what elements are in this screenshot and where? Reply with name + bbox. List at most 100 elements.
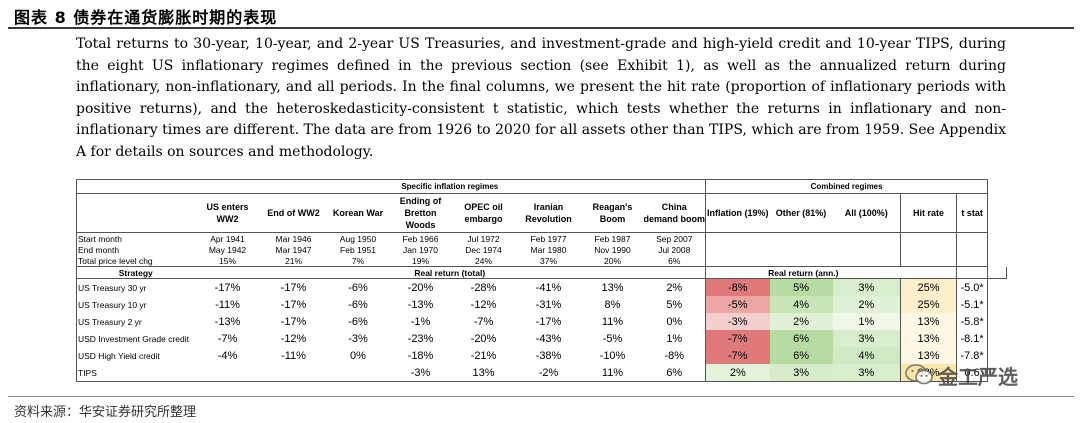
regime-value: -20%: [470, 332, 497, 345]
empty-cell: [900, 255, 957, 267]
meta-value: 24%: [451, 255, 516, 267]
source-rule: [8, 396, 1074, 397]
t-stat-value: -5.8*: [956, 313, 989, 330]
regime-value: 13%: [601, 281, 624, 294]
regime-value: -43%: [535, 332, 562, 345]
regime-value: -20%: [407, 281, 434, 294]
regime-value: -7%: [217, 332, 238, 345]
group-specific-header: Specific inflation regimes: [194, 179, 706, 194]
meta-value: Jan 1970: [403, 244, 438, 255]
meta-value: May 1942: [208, 244, 247, 255]
meta-row: End month May 1942 Mar 1947 Feb 1951 Jan 197…: [76, 244, 1007, 255]
inflation-value: 2%: [705, 364, 770, 382]
meta-value: Mar 1946: [260, 232, 327, 244]
regime-value: -8%: [664, 349, 685, 362]
other-value: 6%: [769, 330, 833, 347]
inflation-value: -7%: [705, 330, 770, 347]
meta-label: End month: [76, 244, 195, 255]
regime-value: -18%: [407, 349, 434, 362]
all-value: 4%: [832, 347, 901, 364]
regime-header: US enters WW2: [206, 202, 249, 224]
meta-value: 7%: [326, 255, 390, 267]
empty-cell: [705, 232, 770, 244]
inflation-value: -3%: [705, 313, 770, 330]
regime-value: -10%: [599, 349, 626, 362]
title-rule: [8, 27, 1074, 29]
meta-row: Total price level chg 15% 21% 7% 19% 24% 37% 20…: [76, 255, 1007, 267]
group-combined-header: Combined regimes: [705, 179, 989, 194]
hit-rate-value: 25%: [900, 278, 957, 296]
regime-value: -17%: [535, 315, 562, 328]
meta-label: Total price level chg: [76, 255, 195, 267]
regime-value: -17%: [280, 315, 307, 328]
regime-value: [326, 364, 390, 382]
other-value: 2%: [769, 313, 833, 330]
group-header-row: Specific inflation regimes Combined regi…: [76, 179, 1007, 194]
meta-value: Aug 1950: [326, 232, 390, 244]
figure-title: 图表 8 债券在通货膨胀时期的表现: [14, 8, 278, 27]
meta-value: 21%: [260, 255, 327, 267]
meta-value: Dec 1974: [465, 244, 502, 255]
regime-header: Ending of Bretton Woods: [399, 196, 442, 230]
regime-value: 0%: [350, 349, 366, 362]
empty-cell: [770, 244, 833, 255]
real-return-ann-label: Real return (ann.): [705, 266, 901, 279]
combined-header: t stat: [956, 193, 989, 233]
regime-value: -6%: [348, 315, 368, 328]
regime-value: 11%: [601, 315, 624, 328]
regime-value: -11%: [215, 298, 240, 311]
regime-value: -13%: [407, 298, 434, 311]
empty-cell: [832, 255, 901, 267]
hit-rate-value: 13%: [900, 347, 957, 364]
empty-cell: [769, 232, 833, 244]
wechat-icon: [905, 364, 933, 385]
regime-value: -17%: [214, 281, 241, 294]
regime-value: -38%: [535, 349, 562, 362]
empty-cell: [900, 244, 957, 255]
all-value: 3%: [832, 364, 901, 382]
regime-value: -31%: [535, 298, 562, 311]
empty-cell: [956, 232, 989, 244]
inflation-value: -5%: [705, 296, 770, 313]
empty-cell: [705, 244, 770, 255]
combined-header: Inflation (19%): [705, 193, 770, 233]
hit-rate-value: 25%: [900, 296, 957, 313]
combined-header: Hit rate: [900, 193, 957, 233]
bond-performance-table: Specific inflation regimes Combined regi…: [76, 179, 1007, 382]
regime-value: -4%: [217, 349, 238, 362]
inflation-value: -7%: [705, 347, 770, 364]
regime-value: -7%: [473, 315, 494, 328]
meta-value: Jul 1972: [451, 232, 516, 244]
meta-value: Nov 1990: [594, 244, 631, 255]
inflation-value: -8%: [705, 278, 770, 296]
t-stat-value: -7.8*: [956, 347, 989, 364]
header-blank: [76, 193, 195, 233]
regime-value: 5%: [666, 298, 683, 311]
meta-value: Mar 1947: [275, 244, 312, 255]
meta-value: Sep 2007: [643, 232, 706, 244]
regime-value: 8%: [604, 298, 621, 311]
table-row: USD High Yield credit -4% -11% 0% -18% -21% -3…: [76, 347, 1007, 364]
meta-value: Feb 1951: [340, 244, 376, 255]
empty-cell: [705, 255, 770, 267]
regime-header: Iranian Revolution: [525, 202, 572, 224]
t-stat-value: -5.0*: [956, 278, 989, 296]
hit-rate-value: 13%: [900, 313, 957, 330]
regime-value: -23%: [407, 332, 434, 345]
regime-header: OPEC oil embargo: [464, 202, 503, 224]
empty-cell: [956, 255, 989, 267]
combined-header: All (100%): [844, 208, 888, 218]
regime-value: -2%: [515, 364, 582, 382]
regime-value: 0%: [666, 315, 683, 328]
empty-cell: [900, 232, 957, 244]
regime-value: -21%: [470, 349, 497, 362]
regime-value: -13%: [214, 315, 241, 328]
regime-header: Reagan's Boom: [592, 202, 633, 224]
regime-value: -6%: [348, 298, 368, 311]
regime-value: -41%: [535, 281, 562, 294]
regime-header: China demand boom: [643, 202, 706, 224]
meta-value: Feb 1987: [581, 232, 644, 244]
regime-value: [194, 364, 261, 382]
other-value: 5%: [769, 278, 833, 296]
regime-header: End of WW2: [267, 208, 320, 218]
